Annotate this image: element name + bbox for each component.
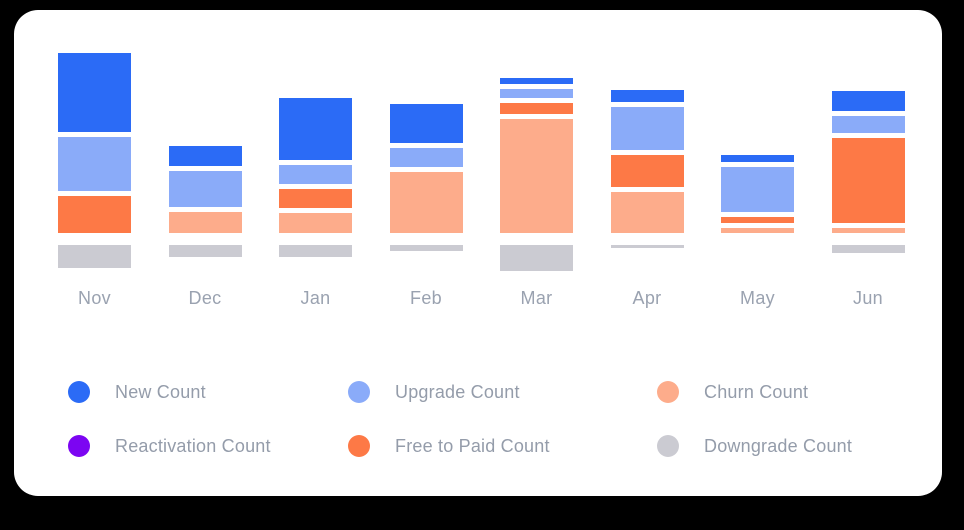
bar-segment-apr-new-count[interactable]: [610, 90, 684, 102]
legend-label: Reactivation Count: [115, 435, 271, 456]
legend-swatch-new-count: [68, 381, 90, 403]
legend-swatch-upgrade-count: [348, 381, 370, 403]
legend-item-churn-count[interactable]: Churn Count: [657, 381, 808, 403]
bar-segment-mar-new-count[interactable]: [500, 78, 573, 84]
legend-label: New Count: [115, 381, 206, 402]
legend-swatch-downgrade-count: [657, 435, 679, 457]
legend-label: Churn Count: [704, 381, 809, 402]
bar-segment-may-churn-count[interactable]: [721, 228, 794, 233]
bar-segment-apr-free-to-paid-count[interactable]: [610, 155, 684, 187]
legend-item-new-count[interactable]: New Count: [68, 381, 206, 403]
legend-label: Free to Paid Count: [395, 435, 550, 456]
legend-swatch-churn-count: [657, 381, 679, 403]
bar-segment-mar-churn-count[interactable]: [500, 119, 573, 233]
x-axis-label-apr: Apr: [632, 288, 662, 308]
legend-item-downgrade-count[interactable]: Downgrade Count: [657, 435, 852, 457]
chart-card: Nov Dec Jan Feb Mar Apr May Jun New Count Upgra…: [14, 10, 942, 496]
bar-segment-jun-new-count[interactable]: [831, 91, 905, 111]
stacked-bar-chart: Nov Dec Jan Feb Mar Apr May Jun: [14, 10, 942, 496]
bar-segment-jan-free-to-paid-count[interactable]: [279, 189, 352, 208]
legend-item-reactivation-count[interactable]: Reactivation Count: [68, 435, 271, 457]
x-axis-label-dec: Dec: [188, 288, 222, 308]
bar-segment-jun-churn-count[interactable]: [831, 228, 905, 233]
bar-segment-dec-churn-count[interactable]: [168, 212, 242, 233]
bar-segment-dec-upgrade-count[interactable]: [168, 171, 242, 207]
bar-segment-may-new-count[interactable]: [721, 155, 794, 162]
bar-segment-apr-upgrade-count[interactable]: [610, 107, 684, 150]
bar-segment-jan-downgrade-count[interactable]: [279, 245, 352, 257]
bar-segment-jan-churn-count[interactable]: [279, 213, 352, 233]
bar-segment-jan-upgrade-count[interactable]: [279, 165, 352, 184]
bar-segment-dec-downgrade-count[interactable]: [168, 245, 242, 257]
bar-segment-jun-downgrade-count[interactable]: [831, 245, 905, 253]
x-axis-label-may: May: [740, 288, 775, 308]
x-axis-label-jun: Jun: [853, 288, 883, 308]
bar-segment-mar-upgrade-count[interactable]: [500, 89, 573, 98]
bar-segment-jun-upgrade-count[interactable]: [831, 116, 905, 133]
legend-item-upgrade-count[interactable]: Upgrade Count: [348, 381, 520, 403]
bar-segment-jun-free-to-paid-count[interactable]: [831, 138, 905, 223]
bar-segment-feb-churn-count[interactable]: [389, 172, 463, 233]
x-axis-label-nov: Nov: [78, 288, 111, 308]
bar-segment-nov-downgrade-count[interactable]: [58, 245, 131, 268]
bar-segment-nov-new-count[interactable]: [58, 53, 131, 132]
x-axis-label-jan: Jan: [300, 288, 331, 308]
bar-segment-feb-downgrade-count[interactable]: [389, 245, 463, 251]
x-axis-label-mar: Mar: [520, 288, 553, 308]
bar-segment-apr-downgrade-count[interactable]: [610, 245, 684, 248]
bar-segment-feb-new-count[interactable]: [389, 104, 463, 143]
bar-segment-may-upgrade-count[interactable]: [721, 167, 794, 212]
bar-segment-dec-new-count[interactable]: [168, 146, 242, 166]
bar-segment-nov-upgrade-count[interactable]: [58, 137, 131, 191]
bar-segment-nov-free-to-paid-count[interactable]: [58, 196, 131, 233]
bar-segment-feb-upgrade-count[interactable]: [389, 148, 463, 167]
bar-segment-mar-downgrade-count[interactable]: [500, 245, 573, 271]
legend-label: Upgrade Count: [395, 381, 520, 402]
legend-swatch-free-to-paid-count: [348, 435, 370, 457]
x-axis-label-feb: Feb: [410, 288, 442, 308]
bar-segment-jan-new-count[interactable]: [279, 98, 352, 160]
legend-swatch-reactivation-count: [68, 435, 90, 457]
bar-segment-may-free-to-paid-count[interactable]: [721, 217, 794, 223]
legend-label: Downgrade Count: [704, 435, 853, 456]
bar-segment-mar-free-to-paid-count[interactable]: [500, 103, 573, 114]
legend-item-free-to-paid-count[interactable]: Free to Paid Count: [348, 435, 550, 457]
bar-segment-apr-churn-count[interactable]: [610, 192, 684, 233]
